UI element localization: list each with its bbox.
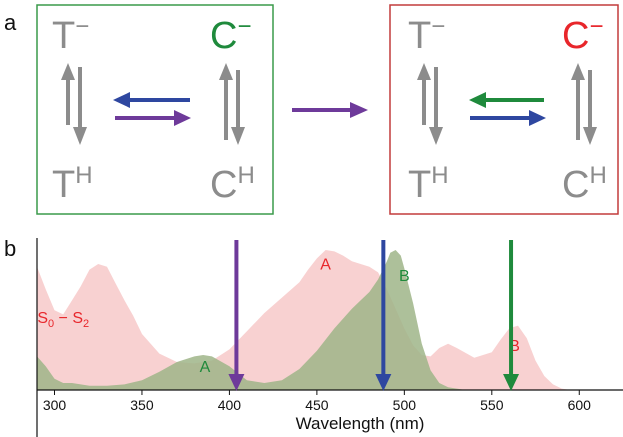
transition-arrow: [292, 102, 368, 118]
band-label: S0 − S2: [37, 310, 89, 330]
x-tick-label: 450: [305, 397, 329, 413]
scheme-left-box: [36, 4, 274, 215]
scheme-right-box: [389, 4, 619, 215]
excitation-arrow-head: [503, 374, 520, 391]
right-t-minus: T−: [408, 13, 445, 57]
left-c-equilibrium-arrows: [219, 63, 245, 145]
excitation-arrow-head: [375, 374, 392, 391]
x-tick-label: 550: [480, 397, 504, 413]
left-t-h: TH: [52, 162, 93, 206]
x-axis-title: Wavelength (nm): [296, 414, 425, 433]
band-labels: A B B A S0 − S2: [37, 257, 520, 376]
band-label: A: [200, 359, 211, 376]
excitation-arrow: [228, 240, 245, 391]
panel-b-letter: b: [4, 236, 16, 261]
x-tick-label: 500: [393, 397, 417, 413]
right-green-arrow: [469, 92, 544, 108]
excitation-arrow: [375, 240, 392, 391]
right-c-equilibrium-arrows: [571, 63, 597, 145]
excitation-arrow: [503, 240, 520, 391]
band-label: A: [320, 257, 331, 274]
left-c-h: CH: [210, 162, 255, 206]
excitation-arrow-head: [228, 374, 245, 391]
right-c-h: CH: [562, 162, 607, 206]
x-tick-label: 350: [130, 397, 154, 413]
x-ticks: 300 350 400 450 500 550 600: [43, 390, 591, 413]
excitation-arrows: [228, 240, 520, 391]
band-label: B: [509, 338, 520, 355]
absorption-chart: 300 350 400 450 500 550 600 A B B A S0 − S2 Wavele…: [36, 238, 623, 437]
x-tick-label: 400: [218, 397, 242, 413]
right-blue-arrow: [470, 110, 546, 126]
spectra-areas: [37, 250, 580, 390]
right-t-h: TH: [408, 162, 449, 206]
right-c-minus: C−: [562, 13, 603, 57]
scheme-left: T− C− TH CH: [52, 13, 255, 206]
spectrum-area-0: [37, 250, 580, 390]
left-t-equilibrium-arrows: [61, 63, 87, 145]
scheme-right: T− C− TH CH: [408, 13, 607, 206]
spectrum-area-1: [37, 250, 475, 390]
band-label: B: [399, 268, 410, 285]
left-blue-arrow: [113, 92, 190, 108]
right-t-equilibrium-arrows: [417, 63, 443, 145]
panel-a-letter: a: [4, 10, 17, 35]
left-t-minus: T−: [52, 13, 89, 57]
x-tick-label: 600: [568, 397, 592, 413]
left-c-minus: C−: [210, 13, 251, 57]
x-tick-label: 300: [43, 397, 67, 413]
left-purple-arrow: [115, 110, 191, 126]
